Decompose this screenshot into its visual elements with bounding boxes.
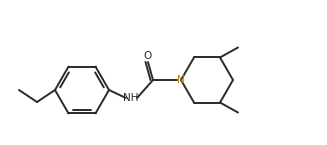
Text: NH: NH — [123, 93, 139, 103]
Text: N: N — [177, 75, 185, 85]
Text: O: O — [143, 51, 151, 61]
